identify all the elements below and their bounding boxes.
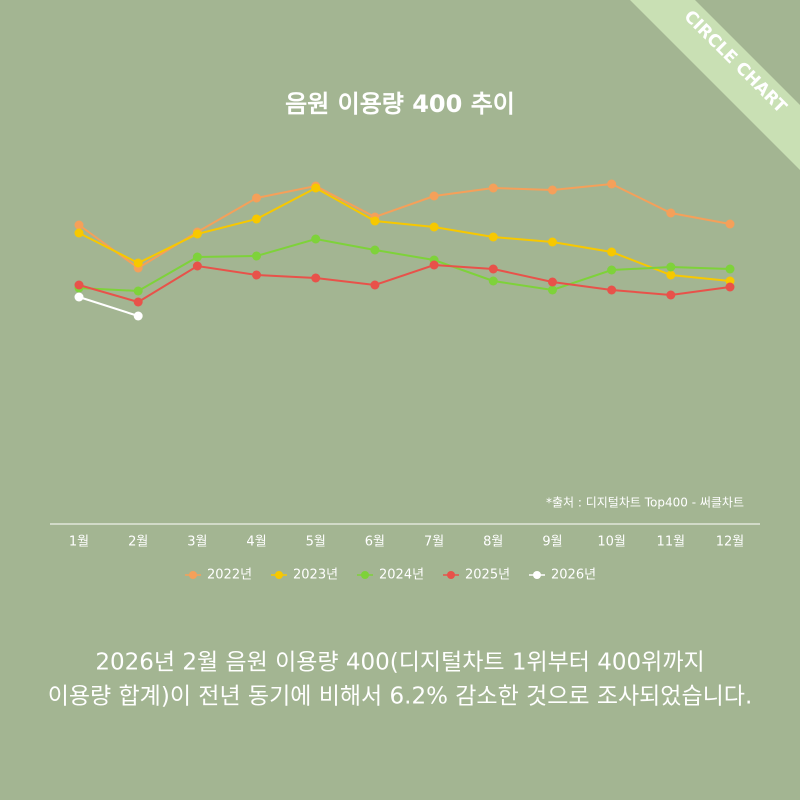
data-point: [607, 265, 617, 275]
data-point: [547, 237, 557, 247]
x-tick-label: 12월: [716, 535, 745, 550]
data-point: [133, 311, 143, 321]
data-point: [666, 290, 676, 300]
data-point: [547, 277, 557, 287]
data-point: [429, 222, 439, 232]
legend-marker: [533, 571, 541, 579]
series-line: [78, 237, 731, 293]
x-tick-label: 11월: [657, 535, 686, 550]
footer-line: 이용량 합계)이 전년 동기에 비해서 6.2% 감소한 것으로 조사되었습니다…: [48, 684, 753, 710]
legend-marker: [275, 571, 283, 579]
data-point: [666, 208, 676, 218]
x-tick-label: 7월: [424, 535, 444, 550]
data-point: [370, 280, 380, 290]
legend-label: 2023년: [293, 568, 338, 583]
data-point: [74, 220, 84, 230]
data-point: [547, 285, 557, 295]
data-point: [666, 270, 676, 280]
data-point: [252, 193, 262, 203]
data-point: [192, 229, 202, 239]
data-point: [74, 228, 84, 238]
data-point: [192, 261, 202, 271]
data-point: [133, 297, 143, 307]
data-point: [488, 276, 498, 286]
data-point: [133, 258, 143, 268]
data-point: [488, 232, 498, 242]
data-point: [488, 264, 498, 274]
legend-marker: [447, 571, 455, 579]
x-tick-label: 1월: [69, 535, 89, 550]
data-point: [370, 245, 380, 255]
data-point: [666, 262, 676, 272]
data-point: [74, 292, 84, 302]
x-tick-label: 2월: [128, 535, 148, 550]
ribbon: [630, 0, 800, 170]
footer-line: 2026년 2월 음원 이용량 400(디지털차트 1위부터 400위까지: [95, 650, 704, 676]
x-tick-label: 3월: [187, 535, 207, 550]
data-point: [311, 234, 321, 244]
x-tick-label: 6월: [365, 535, 385, 550]
data-point: [74, 280, 84, 290]
data-point: [252, 270, 262, 280]
data-point: [370, 216, 380, 226]
data-point: [607, 247, 617, 257]
data-point: [311, 183, 321, 193]
legend-label: 2025년: [465, 568, 510, 583]
x-tick-label: 8월: [483, 535, 503, 550]
x-tick-label: 10월: [597, 535, 626, 550]
x-tick-label: 5월: [306, 535, 326, 550]
legend-label: 2026년: [551, 568, 596, 583]
legend-label: 2022년: [207, 568, 252, 583]
data-point: [133, 286, 143, 296]
series-line: [78, 186, 731, 282]
legend-label: 2024년: [379, 568, 424, 583]
series-line: [78, 296, 139, 317]
data-point: [547, 185, 557, 195]
data-point: [725, 264, 735, 274]
data-point: [192, 252, 202, 262]
x-tick-label: 4월: [246, 535, 266, 550]
series-line: [78, 263, 731, 304]
data-point: [311, 273, 321, 283]
data-point: [252, 251, 262, 261]
source: *출처 : 디지털차트 Top400 - 써클차트: [546, 496, 744, 510]
x-tick-label: 9월: [542, 535, 562, 550]
data-point: [429, 191, 439, 201]
data-point: [429, 260, 439, 270]
data-point: [488, 183, 498, 193]
chart-title: 음원 이용량 400 추이: [285, 90, 515, 118]
legend-marker: [189, 571, 197, 579]
data-point: [725, 282, 735, 292]
data-point: [607, 179, 617, 189]
data-point: [725, 219, 735, 229]
legend-marker: [361, 571, 369, 579]
data-point: [252, 214, 262, 224]
data-point: [607, 285, 617, 295]
